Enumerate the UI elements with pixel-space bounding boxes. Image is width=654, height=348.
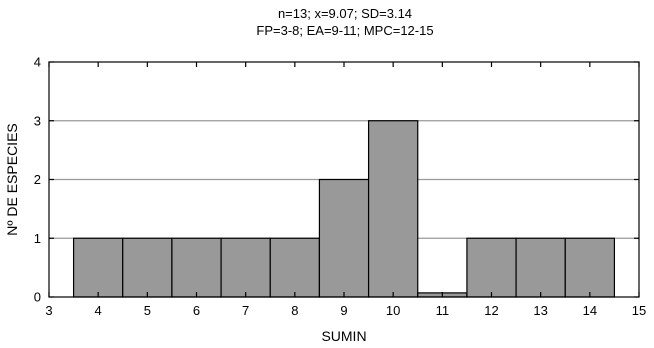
x-tick-label-13: 13 [533,303,547,318]
bar-4 [72,237,124,298]
x-tick-label-12: 12 [484,303,498,318]
x-tick-label-10: 10 [386,303,400,318]
x-tick-label-11: 11 [436,303,450,318]
bar-7 [220,237,271,298]
bar-8 [269,237,321,298]
bar-13 [515,237,566,298]
y-axis-label: Nº DE ESPECIES [4,123,20,235]
x-tick-label-6: 6 [193,303,200,318]
x-axis-tick-labels: 3 4 5 6 7 8 9 10 11 12 13 14 15 [45,303,646,318]
chart-title-line-1: n=13; x=9.07; SD=3.14 [278,6,412,21]
x-tick-label-4: 4 [95,303,102,318]
bar-10 [367,120,419,298]
bar-12 [466,237,517,298]
bar-5 [122,237,173,298]
x-tick-label-15: 15 [632,303,646,318]
y-tick-label-3: 3 [34,113,41,128]
bar-14 [564,237,616,298]
y-tick-label-4: 4 [34,55,41,70]
bars [72,120,616,298]
x-tick-label-14: 14 [583,303,597,318]
x-tick-label-5: 5 [144,303,151,318]
chart-title-line-2: FP=3-8; EA=9-11; MPC=12-15 [256,23,433,38]
y-axis-tick-labels: 0 1 2 3 4 [34,55,41,305]
chart-title: n=13; x=9.07; SD=3.14 FP=3-8; EA=9-11; M… [256,6,433,38]
bar-9 [318,178,370,298]
x-tick-label-7: 7 [242,303,249,318]
y-tick-label-1: 1 [34,231,41,246]
bar-6 [171,237,222,298]
y-tick-label-0: 0 [34,290,41,305]
axis-ticks [48,61,640,298]
x-axis-label: SUMIN [321,328,366,344]
x-tick-label-8: 8 [291,303,298,318]
x-tick-label-9: 9 [340,303,347,318]
x-tick-label-3: 3 [45,303,52,318]
y-tick-label-2: 2 [34,172,41,187]
